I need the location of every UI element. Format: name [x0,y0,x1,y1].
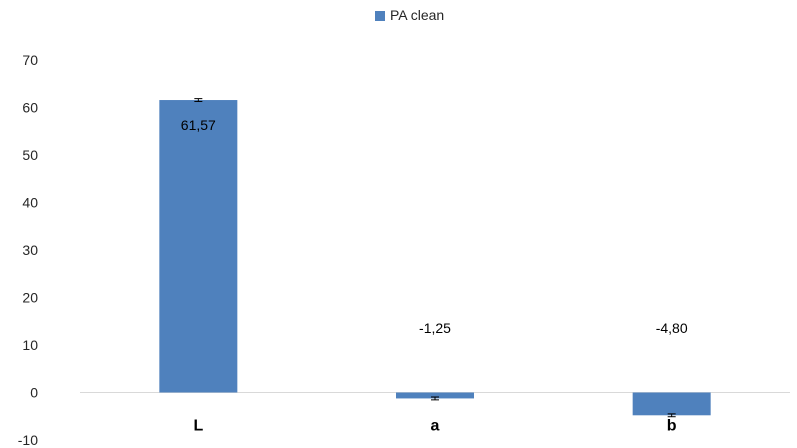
x-tick-label-b: b [667,418,677,435]
error-bars [194,98,676,418]
y-tick-label: 50 [22,147,38,163]
y-tick-label: 10 [22,337,38,353]
legend: PA clean [375,7,444,23]
legend-label: PA clean [390,7,444,23]
error-bar-L [194,98,203,102]
data-label-b: -4,80 [656,320,688,336]
y-tick-label: 40 [22,195,38,211]
y-axis: -10 0 10 20 30 40 50 60 70 [18,52,38,448]
bar-L [159,100,238,393]
error-bar-b [667,413,676,418]
y-tick-label: -10 [18,432,38,448]
y-tick-label: 20 [22,290,38,306]
y-tick-label: 70 [22,52,38,68]
legend-swatch [375,11,385,21]
y-tick-label: 30 [22,242,38,258]
x-tick-label-L: L [193,418,203,435]
error-bar-a [431,396,439,401]
data-label-L: 61,57 [181,117,216,133]
bar-a [396,392,474,399]
data-label-a: -1,25 [419,320,451,336]
y-tick-label: 60 [22,100,38,116]
bar-b [632,392,711,416]
value-labels: 61,57 -1,25 -4,80 [181,117,688,336]
bars [159,100,711,416]
x-tick-label-a: a [431,418,440,435]
y-tick-label: 0 [30,385,38,401]
